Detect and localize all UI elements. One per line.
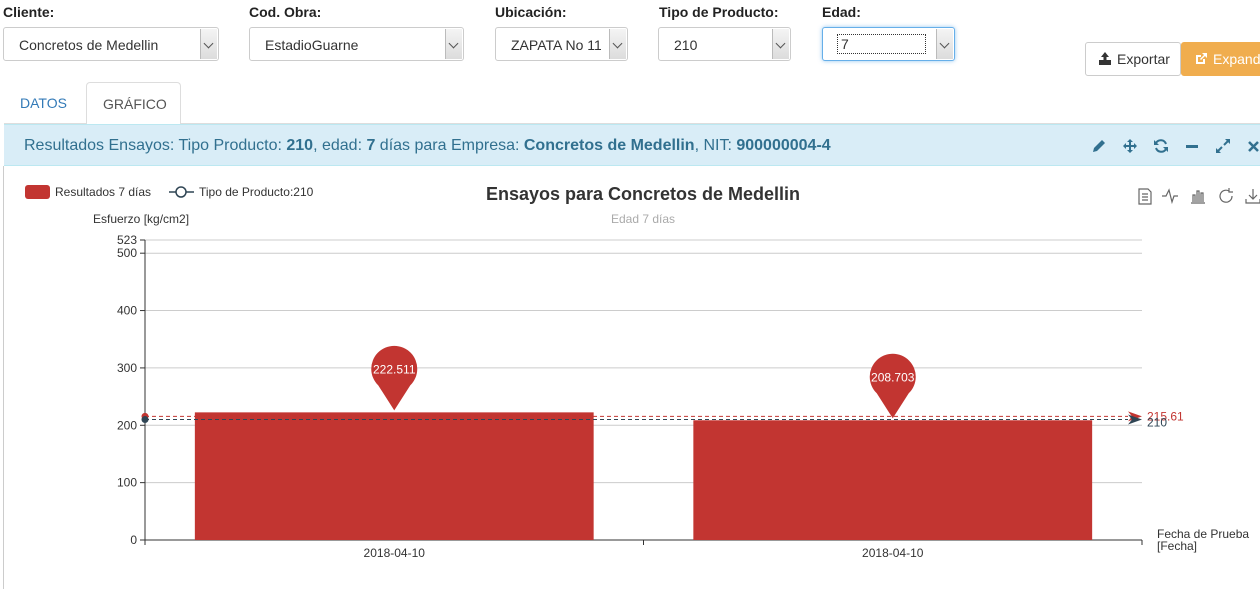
producto-value: 210	[674, 37, 698, 53]
export-icon	[1099, 52, 1111, 65]
y-tick-label: 100	[117, 476, 137, 490]
legend-swatch-marker	[175, 186, 187, 198]
bar-view-icon[interactable]	[1191, 190, 1205, 204]
y-tick-label: 200	[117, 418, 137, 432]
refresh-icon[interactable]	[1153, 138, 1184, 154]
producto-label: Tipo de Producto:	[659, 4, 779, 20]
restore-icon[interactable]	[1219, 188, 1233, 203]
pencil-icon[interactable]	[1091, 138, 1122, 154]
x-tick-label: 2018-04-10	[862, 546, 924, 560]
panel-heading: Resultados Ensayos: Tipo Producto: 210, …	[4, 124, 1260, 166]
max-pin-marker	[371, 345, 418, 411]
x-tick-label: 2018-04-10	[364, 546, 426, 560]
cliente-value: Concretos de Medellin	[19, 37, 159, 53]
tab-datos[interactable]: DATOS	[20, 95, 67, 111]
y-tick-label: 0	[130, 533, 137, 547]
producto-select[interactable]: 210	[658, 27, 791, 61]
cliente-label: Cliente:	[3, 4, 55, 20]
close-icon[interactable]	[1246, 138, 1260, 154]
y-tick-label: 300	[117, 361, 137, 375]
chevron-down-icon[interactable]	[445, 29, 462, 59]
cliente-select[interactable]: Concretos de Medellin	[3, 27, 219, 61]
tab-grafico[interactable]: GRÁFICO	[86, 82, 181, 125]
line-view-icon[interactable]	[1162, 188, 1178, 205]
external-link-icon	[1196, 53, 1207, 64]
x-axis-label: Fecha de Prueba	[1157, 527, 1249, 541]
panel-title-text: Resultados Ensayos: Tipo Producto:	[24, 137, 287, 154]
data-label: 222.511	[373, 362, 416, 376]
mark-line-label: 210	[1147, 416, 1167, 430]
ubicacion-value: ZAPATA No 11	[511, 37, 601, 53]
x-axis-label: [Fecha]	[1157, 539, 1197, 553]
mark-line-start	[141, 416, 149, 424]
expand-icon[interactable]	[1215, 138, 1246, 154]
save-image-icon[interactable]	[1245, 189, 1260, 204]
data-bar[interactable]	[194, 412, 594, 540]
y-tick-label: 500	[117, 246, 137, 260]
mark-line-arrow	[1128, 414, 1142, 425]
edad-select[interactable]: 7	[822, 27, 955, 61]
panel-tools	[1091, 138, 1260, 154]
move-icon[interactable]	[1122, 138, 1153, 154]
chart-subtitle: Edad 7 días	[611, 212, 675, 226]
expand-button[interactable]: Expand	[1181, 42, 1260, 76]
ubicacion-label: Ubicación:	[495, 4, 567, 20]
panel-border	[3, 166, 4, 589]
data-label: 208.703	[871, 370, 915, 384]
chevron-down-icon[interactable]	[936, 29, 953, 59]
obra-label: Cod. Obra:	[249, 4, 322, 20]
obra-value: EstadioGuarne	[265, 37, 359, 53]
legend-swatch-bar	[25, 185, 50, 199]
chart-title: Ensayos para Concretos de Medellin	[486, 184, 800, 204]
ubicacion-select[interactable]: ZAPATA No 11	[495, 27, 628, 61]
export-label: Exportar	[1117, 51, 1170, 67]
panel-title-text: días para Empresa:	[375, 137, 524, 154]
panel-nit: 900000004-4	[736, 137, 831, 154]
legend-label[interactable]: Tipo de Producto:210	[199, 185, 314, 199]
legend-label[interactable]: Resultados 7 días	[55, 185, 151, 199]
mark-line-label: 215.61	[1147, 409, 1184, 423]
export-button[interactable]: Exportar	[1085, 42, 1181, 76]
chevron-down-icon[interactable]	[772, 29, 789, 59]
panel-producto: 210	[286, 137, 314, 154]
y-tick-label: 400	[117, 304, 137, 318]
max-pin-marker	[869, 353, 916, 419]
panel-title-text: , NIT:	[694, 137, 737, 154]
chart: Ensayos para Concretos de Medellin Edad 7…	[25, 184, 1260, 560]
chevron-down-icon[interactable]	[609, 29, 626, 59]
y-tick-label: 523	[117, 233, 137, 247]
chevron-down-icon[interactable]	[200, 29, 217, 59]
minimize-icon[interactable]	[1184, 138, 1215, 154]
panel-empresa: Concretos de Medellin	[523, 137, 695, 154]
y-axis-label: Esfuerzo [kg/cm2]	[93, 212, 189, 226]
data-view-icon[interactable]	[1138, 188, 1152, 205]
edad-value: 7	[837, 34, 926, 54]
edad-label: Edad:	[822, 4, 861, 20]
expand-label: Expand	[1213, 51, 1260, 67]
tab-bar: DATOS GRÁFICO	[4, 82, 1260, 125]
filter-bar: Cliente: Concretos de Medellin Cod. Obra…	[0, 0, 1260, 80]
panel-edad: 7	[366, 137, 376, 154]
data-bar[interactable]	[693, 420, 1093, 540]
panel-title-text: , edad:	[313, 137, 367, 154]
obra-select[interactable]: EstadioGuarne	[249, 27, 464, 61]
